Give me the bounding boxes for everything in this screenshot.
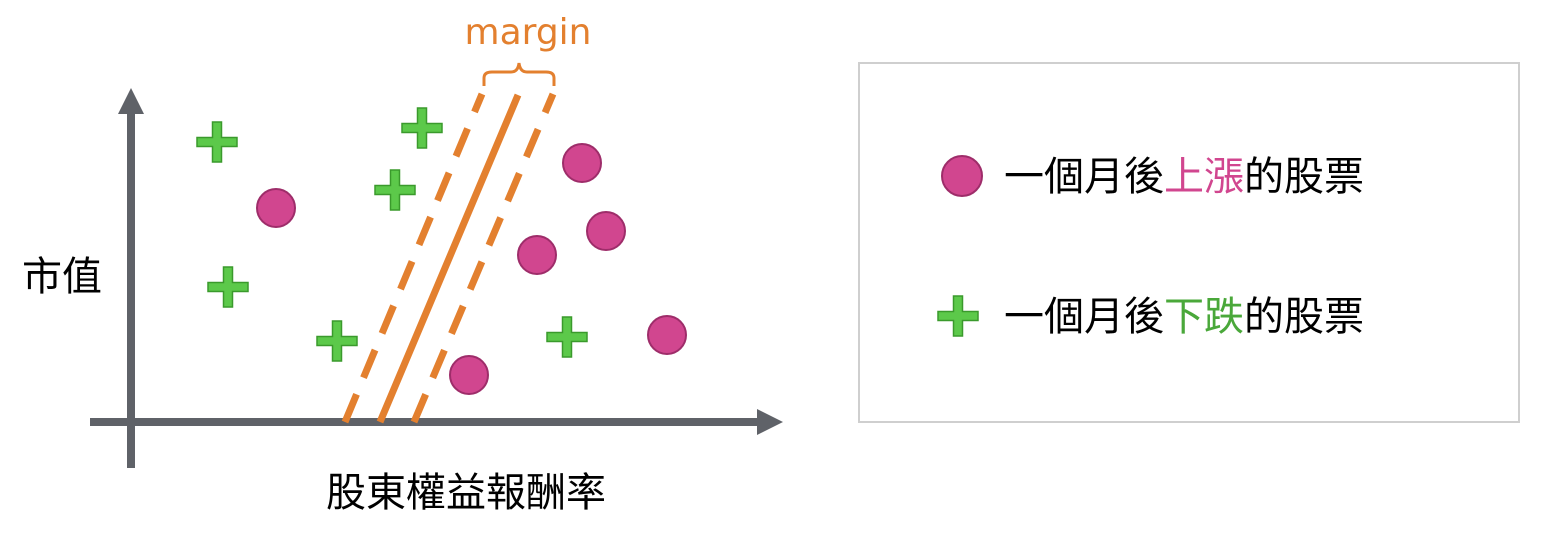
margin-label: margin [465, 12, 592, 53]
circle-icon [942, 156, 982, 196]
legend-down-prefix: 一個月後 [1004, 294, 1164, 340]
down-point [197, 122, 237, 162]
down-point [375, 170, 415, 210]
up-point [587, 212, 625, 250]
down-point [208, 267, 248, 307]
down-point [547, 317, 587, 357]
y-axis-arrowhead [118, 88, 144, 114]
legend-up-highlight: 上漲 [1164, 154, 1244, 200]
legend: 一個月後上漲的股票 一個月後下跌的股票 [859, 63, 1519, 422]
legend-down-suffix: 的股票 [1244, 294, 1364, 340]
margin-brace [484, 63, 554, 86]
x-axis-arrowhead [757, 409, 783, 435]
legend-item-up: 一個月後上漲的股票 [1004, 154, 1364, 200]
up-point [648, 316, 686, 354]
legend-item-down: 一個月後下跌的股票 [1004, 294, 1364, 340]
up-point [450, 356, 488, 394]
decision-boundary [380, 95, 518, 422]
down-point [317, 321, 357, 361]
legend-down-highlight: 下跌 [1164, 294, 1244, 340]
up-point [518, 236, 556, 274]
x-axis-label: 股東權益報酬率 [326, 470, 606, 516]
axes [90, 88, 783, 468]
up-points [257, 144, 686, 394]
up-point [563, 144, 601, 182]
legend-box [859, 63, 1519, 422]
up-point [257, 189, 295, 227]
legend-up-suffix: 的股票 [1244, 154, 1364, 200]
down-point [402, 108, 442, 148]
y-axis-label: 市值 [22, 254, 102, 300]
legend-up-prefix: 一個月後 [1004, 154, 1164, 200]
